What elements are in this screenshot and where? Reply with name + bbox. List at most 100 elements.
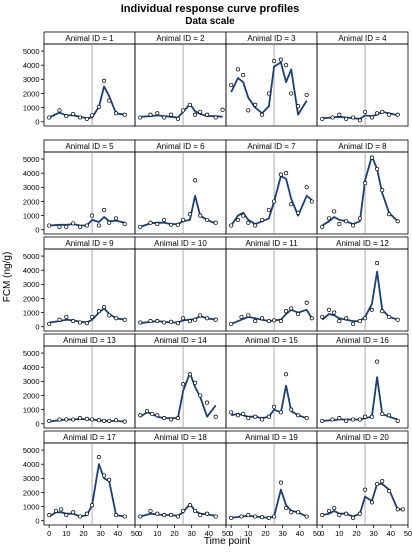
panel-animal-18: Animal ID = 18 0 10 20 30 40 50 xyxy=(134,430,230,538)
observed-point xyxy=(90,113,95,118)
observed-point xyxy=(213,115,218,120)
observed-point xyxy=(337,416,342,421)
observed-point xyxy=(395,418,400,423)
observed-point xyxy=(78,514,83,519)
observed-point xyxy=(148,319,153,324)
observed-point xyxy=(332,505,337,511)
observed-point xyxy=(148,220,153,225)
observed-point xyxy=(363,181,368,186)
observed-point xyxy=(107,313,112,318)
observed-point xyxy=(213,317,218,322)
observed-point xyxy=(246,313,251,318)
panel-animal-15: Animal ID = 15 xyxy=(225,333,318,429)
observed-point xyxy=(296,413,301,418)
observed-point xyxy=(205,400,210,405)
observed-point xyxy=(193,112,198,117)
observed-point xyxy=(387,489,392,494)
observed-point xyxy=(344,316,349,321)
observed-point xyxy=(260,515,265,520)
observed-point xyxy=(278,57,283,62)
observed-point xyxy=(320,513,325,518)
x-tick-label: 10 xyxy=(335,529,343,538)
observed-point xyxy=(309,199,314,204)
observed-point xyxy=(344,418,349,423)
y-tick-label: 2000 xyxy=(23,294,40,303)
observed-point xyxy=(363,109,368,114)
panel-animal-4: Animal ID = 4 xyxy=(316,31,409,127)
observed-point xyxy=(309,316,314,321)
observed-point xyxy=(304,514,309,519)
panel-animal-2: Animal ID = 2 xyxy=(134,31,227,127)
observed-point xyxy=(357,216,362,221)
observed-point xyxy=(175,222,180,227)
observed-point xyxy=(260,112,265,117)
panel-frame xyxy=(316,248,409,332)
observed-point xyxy=(84,511,89,516)
observed-point xyxy=(84,416,89,421)
panel-header-label: Animal ID = 4 xyxy=(338,34,387,43)
observed-point xyxy=(395,507,400,512)
observed-point xyxy=(387,314,392,319)
observed-point xyxy=(122,514,127,519)
panel-animal-17: Animal ID = 17 0 1000 2000 3000 4000 5000 0 10 20… xyxy=(23,430,139,538)
panel-header-label: Animal ID = 8 xyxy=(338,142,387,151)
observed-point xyxy=(229,82,234,88)
panel-animal-13: Animal ID = 13 0 1000 2000 3000 4000 5000 xyxy=(23,333,136,429)
observed-point xyxy=(71,510,76,515)
observed-point xyxy=(102,304,107,310)
x-tick-label: 40 xyxy=(205,529,213,538)
panel-animal-3: Animal ID = 3 xyxy=(225,31,318,127)
x-tick-label: 10 xyxy=(244,529,252,538)
observed-point xyxy=(241,73,246,78)
panel-animal-14: Animal ID = 14 xyxy=(134,333,227,429)
observed-point xyxy=(138,224,143,229)
observed-point xyxy=(330,115,335,120)
observed-point xyxy=(253,414,258,419)
y-tick-label: 3000 xyxy=(23,377,40,386)
y-tick-label: 0 xyxy=(35,323,39,332)
y-tick-label: 4000 xyxy=(23,363,40,372)
observed-point xyxy=(284,63,289,68)
observed-point xyxy=(78,416,83,421)
observed-point xyxy=(47,223,52,228)
observed-point xyxy=(122,317,127,322)
observed-point xyxy=(387,413,392,418)
observed-point xyxy=(107,418,112,423)
observed-point xyxy=(138,413,143,418)
panel-header-label: Animal ID = 7 xyxy=(247,142,296,151)
observed-point xyxy=(363,316,368,321)
observed-point xyxy=(169,417,174,422)
y-tick-label: 4000 xyxy=(23,169,40,178)
observed-point xyxy=(64,513,69,518)
observed-point xyxy=(78,115,83,120)
observed-point xyxy=(380,188,385,193)
y-tick-label: 2000 xyxy=(23,488,40,497)
panel-header-label: Animal ID = 13 xyxy=(63,336,116,345)
observed-point xyxy=(162,217,167,222)
observed-point xyxy=(235,413,241,418)
observed-point xyxy=(320,314,325,319)
observed-point xyxy=(181,217,186,222)
observed-point xyxy=(375,261,380,266)
observed-point xyxy=(78,224,83,229)
panel-frame xyxy=(134,442,227,526)
observed-point xyxy=(266,515,271,520)
observed-point xyxy=(155,511,160,516)
x-tick-label: 40 xyxy=(387,529,395,538)
panel-animal-19: Animal ID = 19 0 10 20 30 40 50 xyxy=(225,430,321,538)
observed-point xyxy=(220,107,225,112)
fitted-line xyxy=(139,371,217,420)
x-tick-label: 10 xyxy=(62,529,70,538)
observed-point xyxy=(266,319,271,324)
observed-point xyxy=(122,222,127,227)
y-tick-label: 5000 xyxy=(23,47,40,56)
observed-point xyxy=(229,410,234,415)
x-tick-label: 30 xyxy=(278,529,286,538)
x-tick-label: 50 xyxy=(131,529,139,538)
observed-point xyxy=(326,508,332,513)
observed-point xyxy=(114,513,119,518)
observed-point xyxy=(57,224,62,229)
observed-point xyxy=(107,98,112,103)
x-tick-label: 50 xyxy=(313,529,321,538)
